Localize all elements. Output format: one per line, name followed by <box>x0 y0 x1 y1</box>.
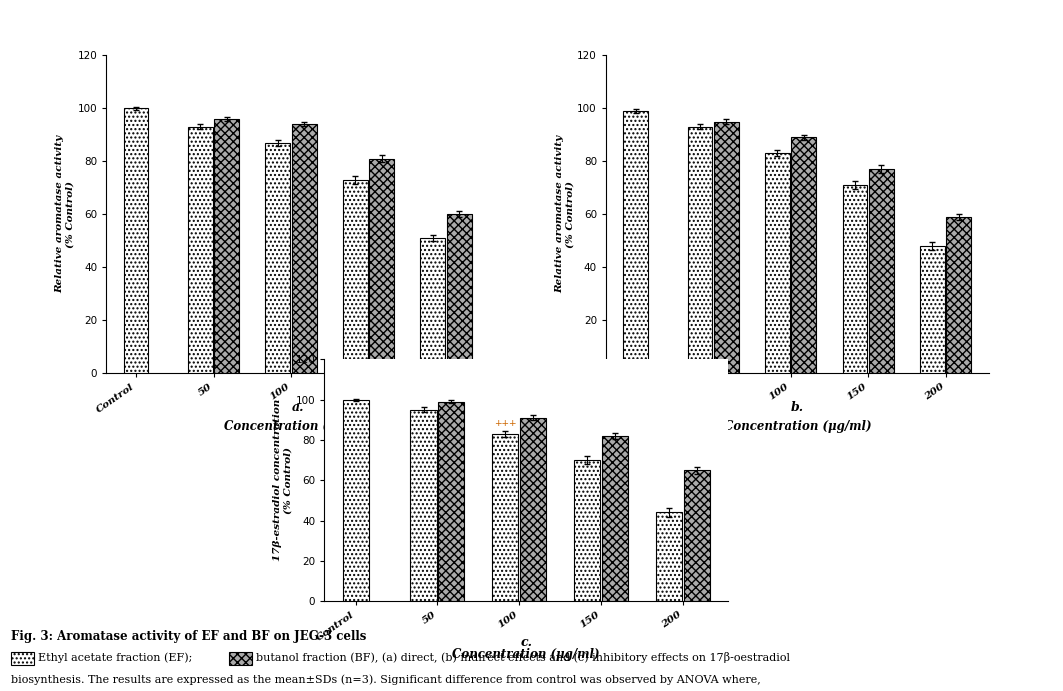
Bar <box>765 153 790 373</box>
Bar <box>843 185 867 373</box>
Bar <box>684 470 710 601</box>
Bar <box>492 434 519 601</box>
Bar <box>342 399 369 601</box>
Bar <box>868 169 894 373</box>
Text: a.: a. <box>291 401 304 414</box>
Bar <box>438 401 465 601</box>
Text: Fig. 3: Aromatase activity of EF and BF on JEG-3 cells: Fig. 3: Aromatase activity of EF and BF … <box>11 630 366 643</box>
Bar <box>292 124 317 373</box>
Text: Ethyl acetate fraction (EF);: Ethyl acetate fraction (EF); <box>38 652 192 663</box>
Text: butanol fraction (BF), (a) direct, (b) indirect effects and (c) inhibitory effec: butanol fraction (BF), (a) direct, (b) i… <box>256 652 790 663</box>
Text: +++: +++ <box>494 419 517 428</box>
Bar <box>623 111 648 373</box>
Bar <box>266 142 290 373</box>
Bar <box>714 122 739 373</box>
Bar <box>688 127 712 373</box>
Bar <box>921 246 945 373</box>
X-axis label: Concentration (μg/ml): Concentration (μg/ml) <box>453 648 600 661</box>
Bar <box>656 513 682 601</box>
Bar <box>792 138 816 373</box>
Bar <box>946 217 972 373</box>
Bar <box>215 119 239 373</box>
Bar <box>123 108 149 373</box>
Bar <box>369 158 394 373</box>
Text: b.: b. <box>791 401 804 414</box>
Bar <box>602 436 628 601</box>
Bar <box>574 460 601 601</box>
X-axis label: Concentration (μg/ml): Concentration (μg/ml) <box>224 420 371 433</box>
Bar <box>188 127 213 373</box>
Y-axis label: Relative aromatase activity
(% Control): Relative aromatase activity (% Control) <box>555 135 574 293</box>
Text: c.: c. <box>520 636 533 649</box>
Y-axis label: 17β-estradiol concentration
(% Control): 17β-estradiol concentration (% Control) <box>273 399 292 561</box>
Bar <box>520 418 546 601</box>
Bar <box>446 214 472 373</box>
Bar <box>343 180 368 373</box>
Y-axis label: Relative aromatase activity
(% Control): Relative aromatase activity (% Control) <box>55 135 74 293</box>
Text: biosynthesis. The results are expressed as the mean±SDs (n=3). Significant diffe: biosynthesis. The results are expressed … <box>11 674 760 685</box>
Bar <box>410 410 437 601</box>
X-axis label: Concentration (μg/ml): Concentration (μg/ml) <box>724 420 871 433</box>
Bar <box>421 238 445 373</box>
